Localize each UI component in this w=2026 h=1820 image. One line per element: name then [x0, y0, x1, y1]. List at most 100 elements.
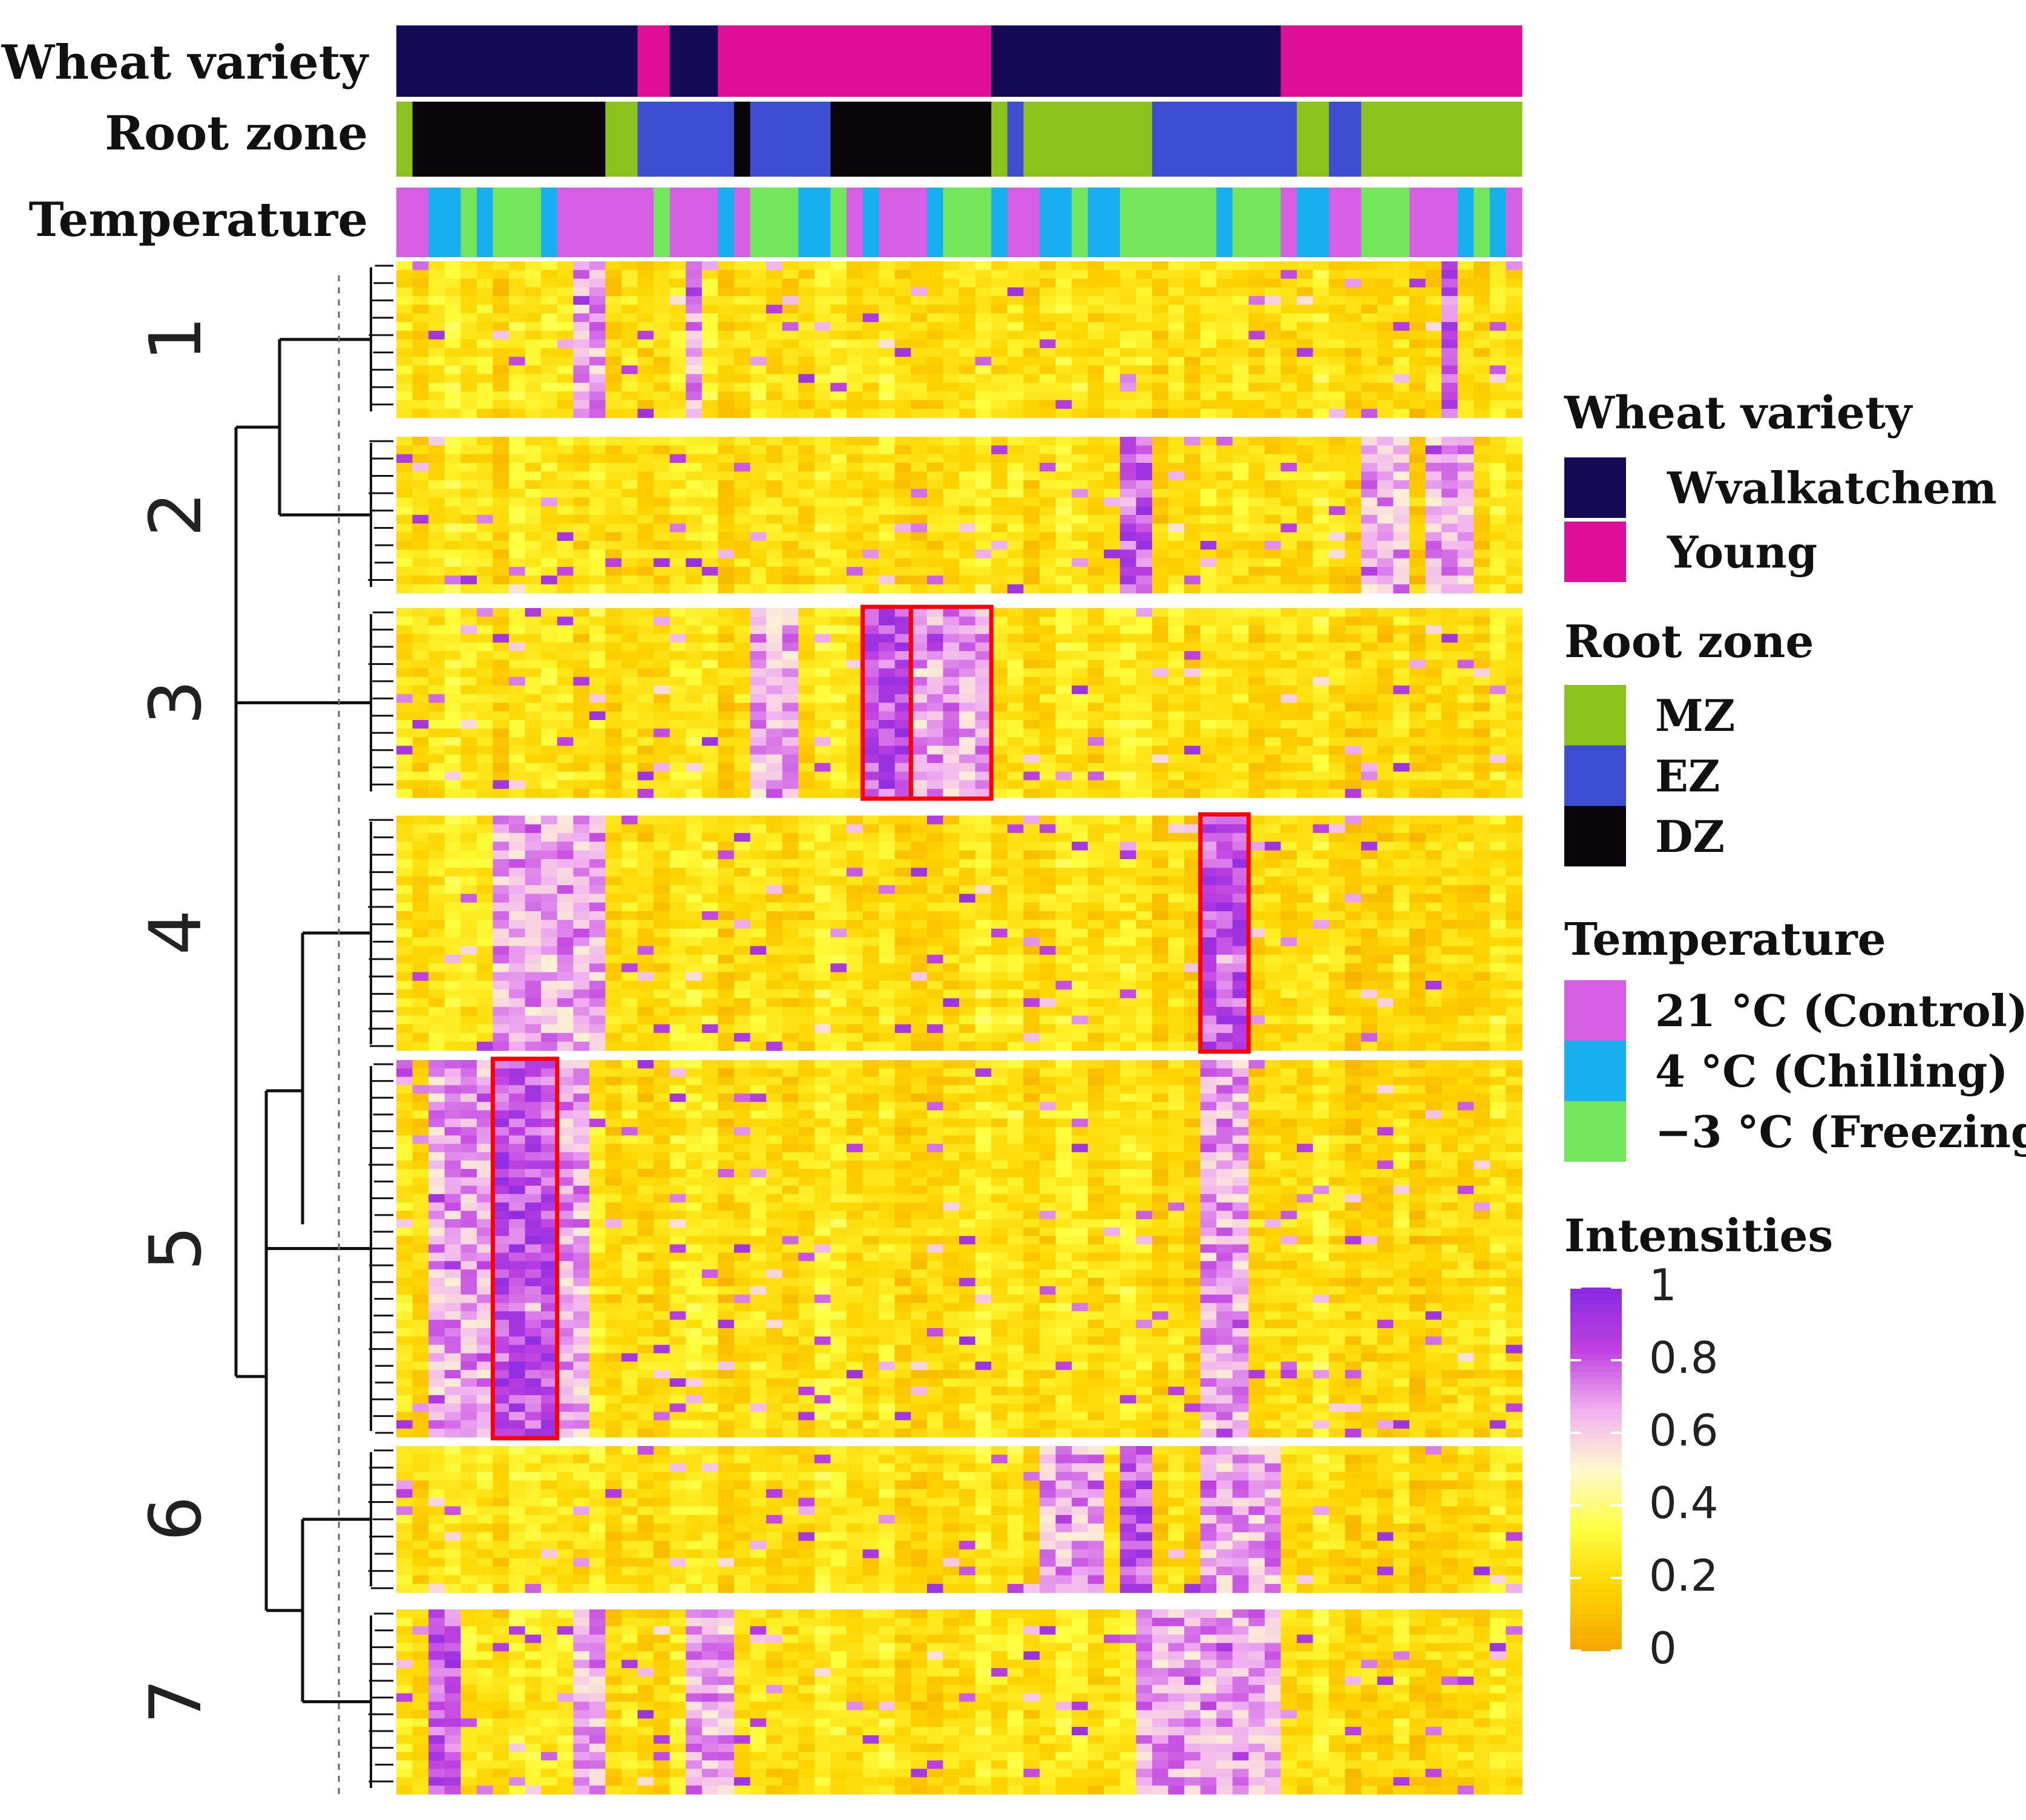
- cell: [412, 780, 429, 790]
- cell: [1393, 694, 1410, 704]
- cell: [1313, 668, 1329, 678]
- cell: [686, 270, 703, 280]
- cell: [1039, 454, 1057, 463]
- cell: [798, 515, 815, 525]
- cell: [814, 270, 831, 280]
- cell: [1425, 660, 1442, 669]
- cell: [1345, 296, 1362, 306]
- cell: [686, 523, 703, 533]
- cell: [847, 584, 864, 594]
- cell: [1168, 541, 1185, 551]
- cell: [541, 400, 558, 410]
- cell: [879, 711, 896, 721]
- cell: [686, 296, 703, 306]
- cell: [1152, 711, 1169, 721]
- cell: [1489, 720, 1507, 729]
- cell: [1297, 287, 1314, 297]
- cell: [1280, 584, 1297, 594]
- cell: [589, 523, 606, 533]
- cell: [1474, 660, 1490, 669]
- cell: [734, 322, 751, 332]
- cell: [1200, 617, 1217, 626]
- cell: [943, 532, 960, 542]
- cell: [879, 780, 896, 790]
- cell: [1248, 608, 1265, 617]
- cell: [1023, 702, 1040, 712]
- cell: [975, 686, 992, 695]
- cell: [975, 745, 992, 755]
- cell: [1168, 322, 1185, 332]
- cell: [686, 575, 703, 585]
- cell: [1248, 296, 1265, 306]
- cell: [444, 842, 462, 851]
- cell: [1184, 532, 1201, 542]
- cell: [1313, 833, 1329, 842]
- cell: [1055, 374, 1072, 384]
- cell: [1345, 885, 1362, 895]
- cell: [1506, 400, 1523, 410]
- cell: [476, 651, 494, 661]
- cell: [1216, 322, 1233, 332]
- cell: [509, 296, 526, 306]
- cell: [1329, 437, 1346, 447]
- cell: [637, 780, 654, 790]
- cell: [782, 920, 799, 929]
- cell: [734, 894, 751, 903]
- cell: [1425, 391, 1442, 401]
- cell: [734, 911, 751, 921]
- cell: [493, 816, 510, 825]
- cell: [975, 480, 992, 489]
- cell: [1425, 382, 1442, 392]
- cell: [1007, 625, 1024, 635]
- cell: [637, 816, 654, 825]
- cell: [862, 763, 879, 773]
- cell: [1120, 720, 1137, 729]
- cell: [1377, 745, 1394, 755]
- cell: [943, 676, 960, 686]
- cell: [412, 911, 429, 921]
- cell: [1313, 745, 1329, 755]
- cell: [911, 824, 928, 834]
- cell: [428, 763, 445, 773]
- cell: [1232, 651, 1250, 661]
- cell: [1264, 617, 1282, 626]
- cell: [686, 584, 703, 594]
- cell: [734, 278, 751, 288]
- cell: [1104, 642, 1121, 652]
- cell: [1361, 676, 1378, 686]
- cell: [493, 541, 510, 551]
- cell: [1489, 287, 1507, 297]
- cell: [541, 575, 558, 585]
- cell: [1168, 911, 1185, 921]
- cell: [894, 322, 912, 332]
- cell: [862, 676, 879, 686]
- cell: [1425, 497, 1442, 507]
- cell: [637, 885, 654, 895]
- cell: [1506, 541, 1523, 551]
- cell: [1055, 382, 1072, 392]
- cell: [1023, 339, 1040, 349]
- cell: [654, 702, 670, 712]
- cell: [1506, 668, 1523, 678]
- cell: [911, 850, 928, 860]
- cell: [541, 506, 558, 516]
- cell: [1168, 608, 1185, 617]
- cell: [894, 920, 912, 929]
- cell: [1361, 711, 1378, 721]
- cell: [1280, 745, 1297, 755]
- cell: [509, 339, 526, 349]
- cell: [1023, 651, 1040, 661]
- cell: [701, 633, 719, 643]
- cell: [862, 348, 879, 358]
- cell: [476, 437, 494, 447]
- cell: [1297, 651, 1314, 661]
- cell: [1345, 567, 1362, 577]
- cell: [798, 463, 815, 473]
- cell: [991, 660, 1008, 669]
- cell: [959, 625, 976, 635]
- cell: [734, 348, 751, 358]
- cell: [1120, 728, 1137, 738]
- cell: [493, 850, 510, 860]
- cell: [750, 400, 767, 410]
- cell: [428, 278, 445, 288]
